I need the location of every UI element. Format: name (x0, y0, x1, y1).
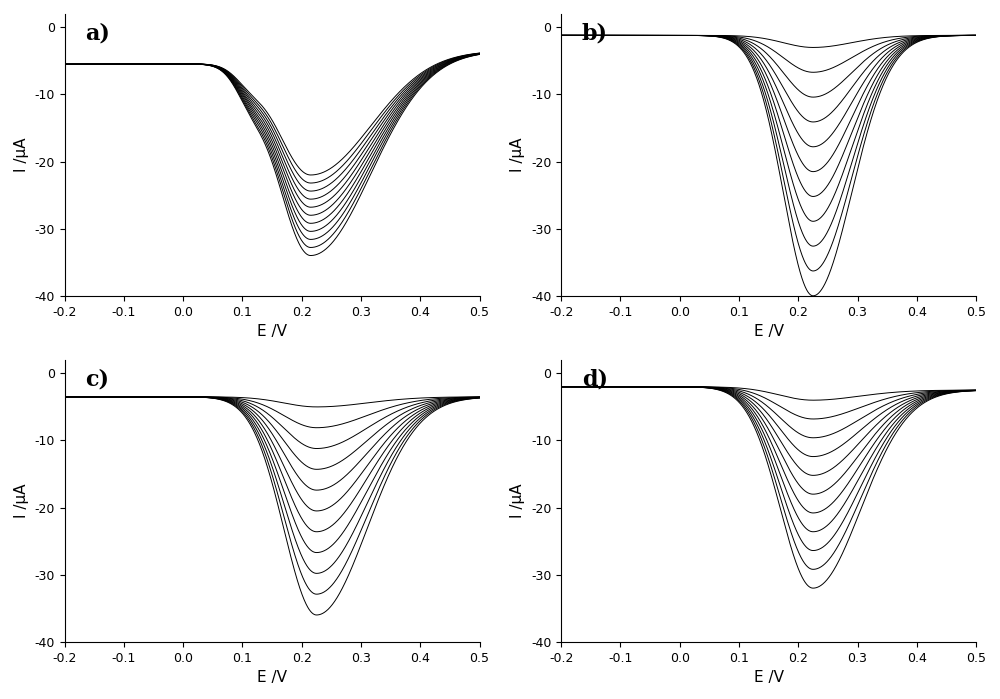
Text: b): b) (582, 22, 608, 44)
Y-axis label: I /μA: I /μA (510, 484, 525, 518)
Y-axis label: I /μA: I /μA (14, 484, 29, 518)
X-axis label: E /V: E /V (754, 670, 784, 685)
X-axis label: E /V: E /V (754, 324, 784, 339)
Y-axis label: I /μA: I /μA (14, 138, 29, 172)
Text: a): a) (85, 22, 110, 44)
Text: d): d) (582, 368, 608, 390)
X-axis label: E /V: E /V (257, 324, 287, 339)
X-axis label: E /V: E /V (257, 670, 287, 685)
Y-axis label: I /μA: I /μA (510, 138, 525, 172)
Text: c): c) (85, 368, 109, 390)
